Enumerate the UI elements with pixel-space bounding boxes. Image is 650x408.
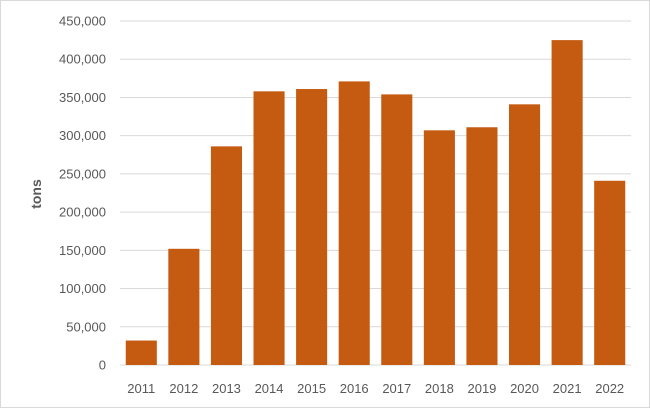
x-tick-label: 2014 (255, 381, 284, 396)
y-tick-label: 150,000 (59, 243, 106, 258)
y-axis-title: tons (28, 179, 44, 209)
y-tick-label: 350,000 (59, 90, 106, 105)
bar-2017 (381, 94, 413, 366)
x-tick-label: 2015 (297, 381, 326, 396)
y-tick-label: 400,000 (59, 52, 106, 67)
y-tick-label: 300,000 (59, 128, 106, 143)
bar-2021 (551, 40, 583, 365)
x-tick-label: 2017 (382, 381, 411, 396)
bar-2015 (296, 89, 328, 365)
y-tick-label: 200,000 (59, 205, 106, 220)
bar-2014 (253, 91, 285, 365)
gridlines (120, 20, 631, 366)
x-axis-ticks: 2011 2012 2013 2014 2015 2016 2017 2018 2019 2020… (127, 381, 624, 396)
y-tick-label: 100,000 (59, 281, 106, 296)
x-tick-label: 2022 (595, 381, 624, 396)
y-axis-ticks: 0 50,000 100,000 150,000 200,000 250,000 300,0… (59, 14, 106, 373)
bar-2016 (338, 81, 370, 365)
bars (125, 40, 626, 366)
x-tick-label: 2021 (553, 381, 582, 396)
x-tick-label: 2011 (127, 381, 155, 396)
y-tick-label: 250,000 (59, 166, 106, 181)
x-tick-label: 2020 (510, 381, 539, 396)
x-tick-label: 2012 (169, 381, 198, 396)
x-tick-label: 2013 (212, 381, 241, 396)
bar-2012 (168, 248, 200, 365)
bar-2022 (594, 180, 626, 365)
x-tick-label: 2019 (467, 381, 496, 396)
y-tick-label: 0 (99, 358, 106, 373)
bar-2020 (508, 104, 541, 365)
bar-2019 (466, 127, 498, 365)
x-tick-label: 2018 (425, 381, 454, 396)
y-tick-label: 450,000 (59, 14, 106, 29)
x-tick-label: 2016 (340, 381, 369, 396)
y-tick-label: 50,000 (66, 319, 106, 334)
bar-2011 (125, 340, 157, 365)
bar-2013 (210, 146, 243, 365)
bar-2018 (423, 130, 455, 365)
